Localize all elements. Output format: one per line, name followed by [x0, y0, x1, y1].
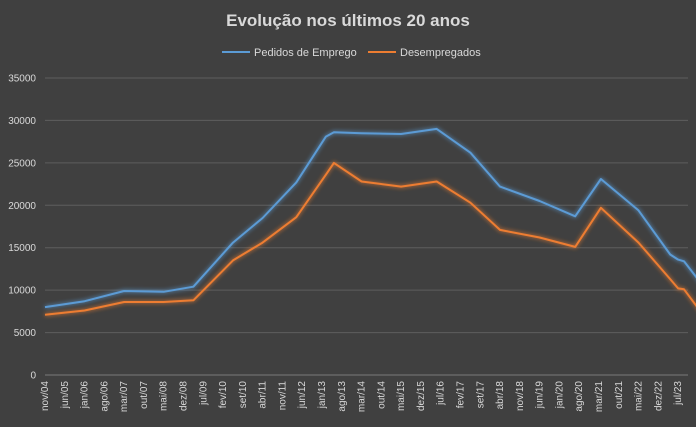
x-tick-label: jul/09: [198, 381, 209, 406]
x-tick-label: mai/08: [159, 381, 170, 411]
x-tick-label: mar/14: [357, 381, 368, 413]
x-tick-label: jul/23: [673, 381, 684, 406]
x-tick-label: ago/13: [337, 381, 348, 412]
y-tick-label: 30000: [8, 116, 36, 127]
y-tick-label: 15000: [8, 243, 36, 254]
x-tick-label: abr/18: [495, 381, 506, 410]
series-line-pedidos-de-emprego: [44, 127, 696, 309]
series-line-desempregados: [44, 161, 696, 316]
x-tick-label: jan/06: [80, 381, 91, 410]
x-tick-label: mai/22: [634, 381, 645, 411]
x-tick-label: mai/15: [396, 381, 407, 411]
y-tick-label: 25000: [8, 158, 36, 169]
x-tick-label: jun/05: [60, 381, 71, 410]
x-tick-label: jan/13: [317, 381, 328, 410]
y-tick-label: 10000: [8, 286, 36, 297]
x-tick-label: jul/16: [436, 381, 447, 406]
x-tick-label: nov/18: [515, 381, 526, 411]
x-tick-label: nov/04: [40, 381, 51, 411]
x-tick-label: set/17: [475, 381, 486, 409]
y-tick-label: 0: [30, 371, 36, 382]
gridlines: [45, 77, 688, 376]
x-tick-label: dez/15: [416, 381, 427, 411]
series-lines: [44, 127, 696, 316]
x-tick-label: out/21: [614, 381, 625, 409]
chart-title: Evolução nos últimos 20 anos: [226, 11, 470, 30]
x-tick-label: fev/10: [218, 381, 229, 409]
x-tick-label: dez/08: [178, 381, 189, 411]
x-tick-label: mar/07: [119, 381, 130, 413]
x-tick-label: ago/06: [99, 381, 110, 412]
x-tick-label: abr/11: [258, 381, 269, 409]
y-tick-label: 20000: [8, 201, 36, 212]
y-tick-label: 35000: [8, 74, 36, 85]
legend-label: Pedidos de Emprego: [254, 47, 357, 59]
x-tick-label: jan/20: [554, 381, 565, 410]
x-tick-label: jun/19: [535, 381, 546, 410]
x-axis-ticks: nov/04 jun/05 jan/06 ago/06 mar/07 out/07 mai/…: [40, 381, 684, 413]
x-tick-label: jun/12: [297, 381, 308, 410]
legend-label: Desempregados: [400, 47, 481, 59]
y-axis-ticks: 0 5000 10000 15000 20000 25000 30000 35000: [8, 74, 36, 382]
x-tick-label: nov/11: [277, 381, 288, 411]
x-tick-label: dez/22: [653, 381, 664, 411]
legend: Pedidos de Emprego Desempregados: [222, 47, 481, 59]
x-tick-label: fev/17: [455, 381, 466, 409]
y-tick-label: 5000: [14, 328, 37, 339]
x-tick-label: out/14: [376, 381, 387, 409]
x-tick-label: set/10: [238, 381, 249, 409]
x-tick-label: mar/21: [594, 381, 605, 413]
x-tick-label: out/07: [139, 381, 150, 409]
x-tick-label: ago/20: [574, 381, 585, 412]
